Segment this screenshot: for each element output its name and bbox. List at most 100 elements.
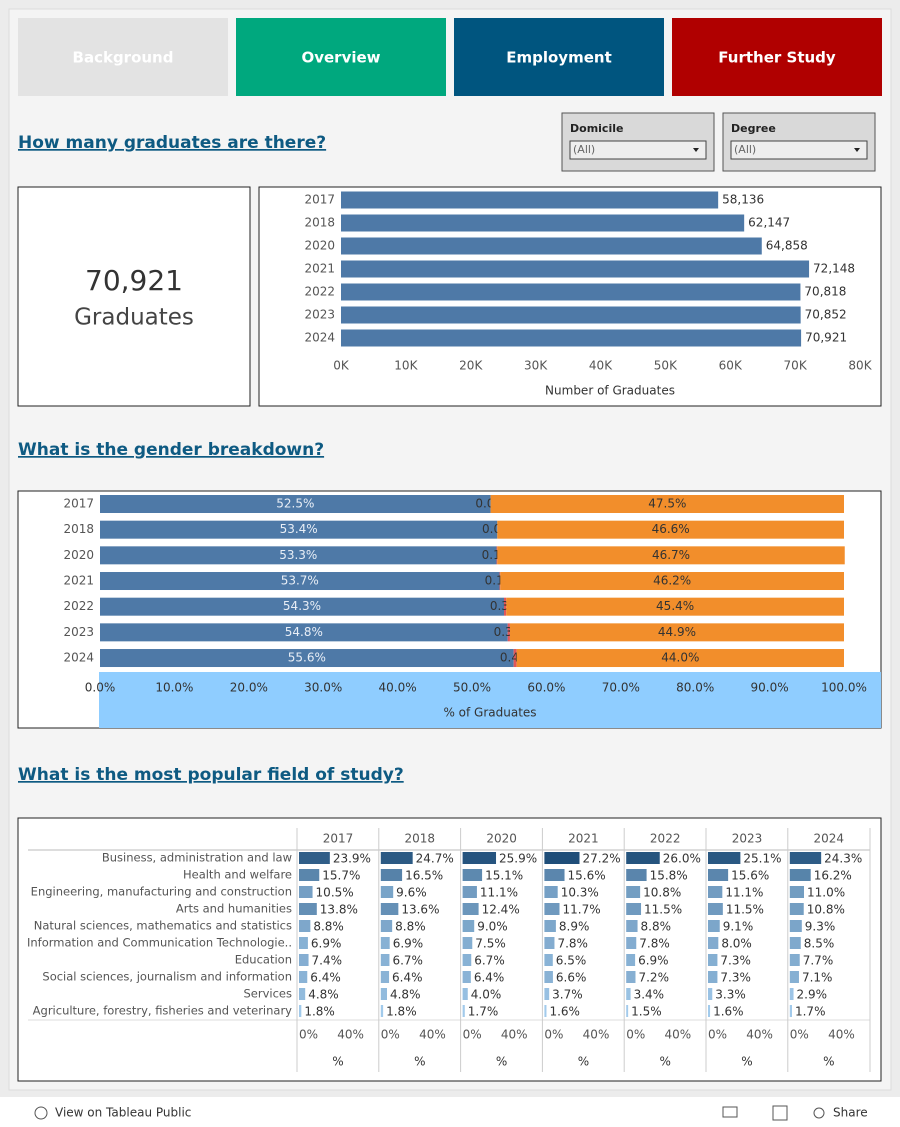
value-label: 54.3% <box>283 599 321 613</box>
x-axis-label: % <box>659 1055 670 1069</box>
value-label: 1.6% <box>549 1005 580 1019</box>
bar <box>544 869 565 881</box>
bar <box>708 903 723 915</box>
nav-label[interactable]: Overview <box>301 49 380 67</box>
bar <box>708 920 720 932</box>
value-label: 10.3% <box>561 886 599 900</box>
icon <box>722 1106 738 1118</box>
value-label: 4.8% <box>308 988 339 1002</box>
bar <box>708 886 723 898</box>
value-label: 6.9% <box>393 937 424 951</box>
bar <box>544 937 555 949</box>
bar <box>789 920 802 932</box>
value-label: 7.4% <box>312 954 343 968</box>
nav-button[interactable] <box>454 18 664 96</box>
value-label: 46.6% <box>652 522 690 536</box>
value-label: 45.4% <box>656 599 694 613</box>
value-label: 9.3% <box>805 920 836 934</box>
y-tick-label: Agriculture, forestry, fisheries and vet… <box>33 1004 293 1018</box>
value-label: 4.8% <box>390 988 421 1002</box>
x-tick-label: 10.0% <box>155 681 193 695</box>
bar <box>544 1005 547 1017</box>
bar <box>462 903 479 915</box>
value-label: 24.3% <box>824 852 862 866</box>
bar <box>462 869 483 881</box>
nav-label[interactable]: Background <box>73 49 174 67</box>
value-label: 72,148 <box>813 262 855 276</box>
x-axis-label: % <box>578 1055 589 1069</box>
filter-dropdown[interactable] <box>569 140 707 160</box>
value-label: 7.2% <box>638 971 669 985</box>
view-link[interactable]: View on Tableau Public <box>55 1106 191 1120</box>
y-tick-label: 2024 <box>63 651 94 665</box>
x-tick-label: 30K <box>524 359 548 373</box>
bar <box>380 954 390 966</box>
dropdown-arrow <box>854 148 860 152</box>
x-tick-label: 70.0% <box>602 681 640 695</box>
nav-label[interactable]: Employment <box>506 49 612 67</box>
bar-segment <box>509 623 844 642</box>
value-label: 7.8% <box>557 937 588 951</box>
bar <box>462 1005 465 1017</box>
filter-label: Degree <box>731 122 776 135</box>
bar <box>299 903 317 915</box>
value-label: 6.7% <box>392 954 423 968</box>
value-label: 11.5% <box>726 903 764 917</box>
y-tick-label: Natural sciences, mathematics and statis… <box>34 919 292 933</box>
value-label: 25.9% <box>499 852 537 866</box>
bar <box>462 954 472 966</box>
share-button[interactable]: Share <box>833 1106 868 1120</box>
y-tick-label: Services <box>244 987 293 1001</box>
bar <box>626 852 660 864</box>
bar <box>789 1005 792 1017</box>
value-label: 6.9% <box>638 954 669 968</box>
bar <box>544 988 550 1000</box>
bar <box>341 306 801 324</box>
filter-value[interactable]: (All) <box>573 143 595 156</box>
section-heading: What is the gender breakdown? <box>18 440 324 460</box>
bar <box>544 886 558 898</box>
x-tick-label: 20.0% <box>230 681 268 695</box>
value-label: 1.8% <box>304 1005 335 1019</box>
value-label: 6.9% <box>311 937 342 951</box>
y-tick-label: Engineering, manufacturing and construct… <box>31 885 292 899</box>
value-label: 12.4% <box>482 903 520 917</box>
panel-header: 2021 <box>568 832 599 846</box>
x-tick-label: 80K <box>848 359 872 373</box>
bar <box>299 954 309 966</box>
value-label: 44.9% <box>658 625 696 639</box>
value-label: 70,818 <box>804 285 846 299</box>
value-label: 11.0% <box>807 886 845 900</box>
axis-highlight <box>99 672 881 728</box>
y-tick-label: Business, administration and law <box>102 851 292 865</box>
bar-segment <box>507 623 510 642</box>
bar <box>299 886 313 898</box>
bar <box>380 852 413 864</box>
x-tick-label: 30.0% <box>304 681 342 695</box>
value-label: 13.6% <box>401 903 439 917</box>
filter-value[interactable]: (All) <box>734 143 756 156</box>
nav-button[interactable] <box>18 18 228 96</box>
nav-label[interactable]: Further Study <box>718 49 836 67</box>
nav-button[interactable] <box>236 18 446 96</box>
value-label: 6.4% <box>310 971 341 985</box>
bar <box>341 260 810 278</box>
x-axis-label: % <box>414 1055 425 1069</box>
bar-segment <box>100 546 497 565</box>
kpi-value: 70,921 <box>85 264 183 297</box>
value-label: 8.0% <box>721 937 752 951</box>
bar-segment <box>496 546 498 565</box>
bar <box>708 869 729 881</box>
value-label: 15.6% <box>568 869 606 883</box>
filter-dropdown[interactable] <box>730 140 868 160</box>
x-tick-label: 0% <box>790 1028 809 1042</box>
x-tick-label: 40% <box>501 1028 528 1042</box>
value-label: 53.3% <box>279 548 317 562</box>
bar <box>299 852 330 864</box>
value-label: 25.1% <box>743 852 781 866</box>
nav-button[interactable] <box>672 18 882 96</box>
value-label: 15.7% <box>322 869 360 883</box>
bar <box>708 988 713 1000</box>
value-label: 3.3% <box>715 988 746 1002</box>
